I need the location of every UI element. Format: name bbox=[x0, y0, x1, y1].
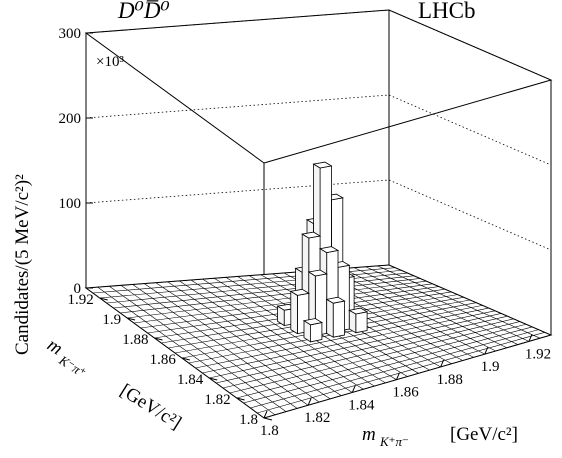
tower-top-face bbox=[302, 318, 323, 326]
x-tick-mark bbox=[307, 398, 312, 406]
floor-line-y bbox=[133, 283, 433, 324]
frame-top bbox=[84, 9, 553, 164]
y-tick-mark bbox=[209, 377, 218, 381]
tower-top-face bbox=[301, 231, 322, 239]
y-axis-subscript: K⁻π⁺ bbox=[56, 352, 89, 381]
tower-front-face bbox=[355, 311, 368, 334]
floor-line-x bbox=[388, 264, 552, 336]
z-tick-label: 0 bbox=[74, 281, 82, 297]
tower-top-face bbox=[325, 296, 346, 304]
x-axis-symbol: m bbox=[362, 424, 376, 445]
x-tick-mark bbox=[396, 372, 400, 380]
y-tick-mark bbox=[99, 297, 108, 301]
tower-top-face bbox=[318, 246, 340, 254]
x-tick-mark bbox=[351, 385, 356, 393]
x-tick-mark bbox=[528, 334, 533, 342]
x-tick-label: 1.88 bbox=[437, 372, 463, 388]
floor-line-x bbox=[330, 269, 496, 352]
axis-ticks: 01002003001.81.821.841.861.881.91.921.81… bbox=[59, 26, 552, 439]
tower-front-face bbox=[310, 322, 323, 343]
tower-side-face bbox=[326, 298, 334, 338]
y-tick-label: 1.8 bbox=[239, 412, 258, 428]
x-axis-label: m K⁺π⁻ [GeV/c²] bbox=[362, 424, 518, 449]
x-tick-mark bbox=[440, 359, 445, 368]
z-tick-label: 300 bbox=[59, 26, 82, 42]
floor-line-y bbox=[113, 275, 414, 309]
floor-line-x bbox=[377, 265, 541, 339]
z-tick-label: 100 bbox=[59, 196, 82, 212]
floor-line-y bbox=[120, 278, 421, 314]
tower-side-face bbox=[290, 290, 298, 335]
floor-grid bbox=[85, 264, 552, 419]
histogram-tower bbox=[348, 307, 369, 334]
floor-line-x bbox=[353, 267, 519, 345]
y-tick-label: 1.82 bbox=[204, 392, 230, 408]
x-tick-mark bbox=[484, 346, 489, 355]
z-axis-label: Candidates/(5 MeV/c²)² bbox=[12, 174, 33, 355]
tower-top-face bbox=[307, 269, 328, 277]
x-tick-mark bbox=[263, 410, 268, 419]
y-axis-unit: [GeV/c²] bbox=[116, 380, 185, 434]
y-tick-label: 1.84 bbox=[177, 372, 204, 388]
x-tick-label: 1.86 bbox=[392, 385, 419, 401]
x-axis-unit: [GeV/c²] bbox=[450, 424, 518, 445]
floor-line-x bbox=[365, 266, 530, 342]
y-axis-label: m K⁻π⁺ [GeV/c²] bbox=[43, 334, 185, 434]
wall-gridline bbox=[85, 179, 552, 251]
x-tick-label: 1.82 bbox=[304, 410, 330, 426]
floor-line-x bbox=[342, 268, 507, 349]
tower-top-face bbox=[289, 288, 310, 296]
z-multiplier: ×10³ bbox=[96, 54, 124, 70]
y-tick-mark bbox=[154, 337, 163, 341]
tower-top-face bbox=[312, 161, 333, 169]
x-axis-subscript: K⁺π⁻ bbox=[379, 434, 409, 449]
x-tick-label: 1.92 bbox=[525, 346, 551, 362]
tower-top-face bbox=[348, 307, 369, 315]
wall-gridline bbox=[85, 94, 552, 166]
chart-title-left: D⁰D̅⁰ bbox=[117, 0, 170, 23]
y-tick-label: 1.9 bbox=[102, 312, 121, 328]
histogram-towers bbox=[276, 161, 369, 343]
histogram-tower bbox=[302, 318, 323, 343]
tower-front-face bbox=[332, 300, 345, 338]
x-tick-label: 1.9 bbox=[481, 359, 500, 375]
chart-title-right: LHCb bbox=[418, 0, 476, 23]
chart-frame bbox=[84, 9, 553, 419]
y-tick-label: 1.88 bbox=[122, 332, 148, 348]
x-tick-label: 1.84 bbox=[348, 397, 375, 413]
histogram-tower bbox=[325, 296, 346, 338]
z-tick-label: 200 bbox=[59, 111, 82, 127]
y-tick-label: 1.92 bbox=[67, 292, 93, 308]
floor-line-y bbox=[127, 280, 427, 319]
x-tick-label: 1.8 bbox=[260, 423, 279, 439]
y-tick-mark bbox=[236, 397, 245, 401]
y-tick-mark bbox=[181, 357, 190, 361]
floor-line-y bbox=[106, 272, 408, 304]
y-tick-label: 1.86 bbox=[150, 352, 177, 368]
y-tick-mark bbox=[126, 317, 136, 321]
y-tick-mark bbox=[263, 417, 273, 421]
